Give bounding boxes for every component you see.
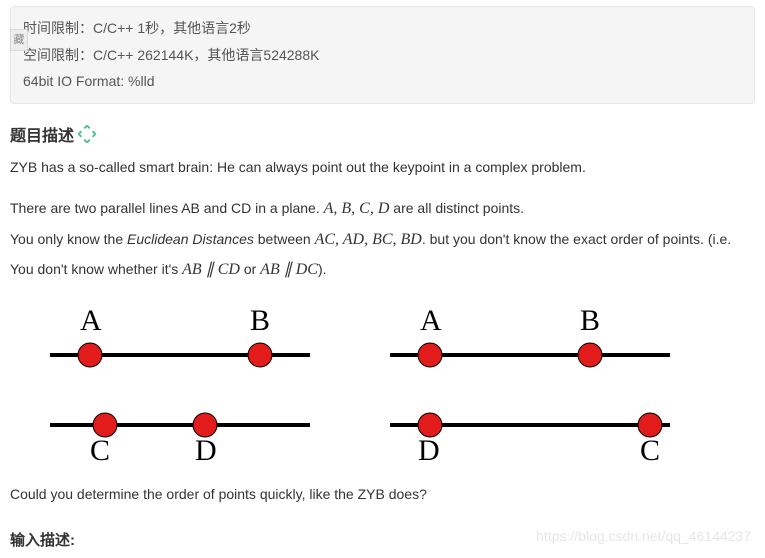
p3m2: AB ∥ CD	[182, 261, 240, 278]
input-title: 输入描述:	[10, 529, 755, 550]
paragraph-4-wrap: Could you determine the order of points …	[10, 481, 755, 508]
p2a: There are two parallel lines AB and CD i…	[10, 200, 324, 216]
p3m1: AC, AD, BC, BD	[315, 231, 422, 248]
p3em: Euclidean Distances	[127, 231, 254, 247]
svg-text:D: D	[418, 434, 440, 467]
section-title: 题目描述	[10, 122, 755, 146]
section-title-text: 题目描述	[10, 122, 74, 146]
svg-text:C: C	[640, 434, 660, 467]
constraints-box: 藏 时间限制：C/C++ 1秒，其他语言2秒 空间限制：C/C++ 262144…	[10, 6, 755, 104]
svg-text:C: C	[90, 434, 110, 467]
io-format-text: 64bit IO Format: %lld	[23, 68, 742, 95]
svg-text:B: B	[580, 304, 600, 337]
p3d: or	[240, 261, 260, 277]
paragraph-2-3: There are two parallel lines AB and CD i…	[10, 194, 755, 285]
p3a: You only know the	[10, 231, 127, 247]
paragraph-1: ZYB has a so-called smart brain: He can …	[10, 154, 755, 181]
svg-text:A: A	[420, 304, 442, 337]
p2m1: A, B, C, D	[324, 200, 390, 217]
svg-text:A: A	[80, 304, 102, 337]
diagram-svg: A B C D A B C D	[10, 300, 700, 470]
space-limit-text: 空间限制：C/C++ 262144K，其他语言524288K	[23, 42, 742, 69]
p3m3: AB ∥ DC	[260, 261, 318, 278]
svg-text:D: D	[195, 434, 217, 467]
diagram: A B C D A B C D	[10, 300, 755, 473]
collapse-button[interactable]: 藏	[10, 29, 28, 51]
problem-content: ZYB has a so-called smart brain: He can …	[10, 154, 755, 286]
expand-icon[interactable]	[77, 124, 97, 144]
p3e: ).	[318, 261, 327, 277]
paragraph-4: Could you determine the order of points …	[10, 481, 755, 508]
p3b: between	[254, 231, 315, 247]
p2b: are all distinct points.	[389, 200, 524, 216]
time-limit-text: 时间限制：C/C++ 1秒，其他语言2秒	[23, 15, 742, 42]
svg-text:B: B	[250, 304, 270, 337]
